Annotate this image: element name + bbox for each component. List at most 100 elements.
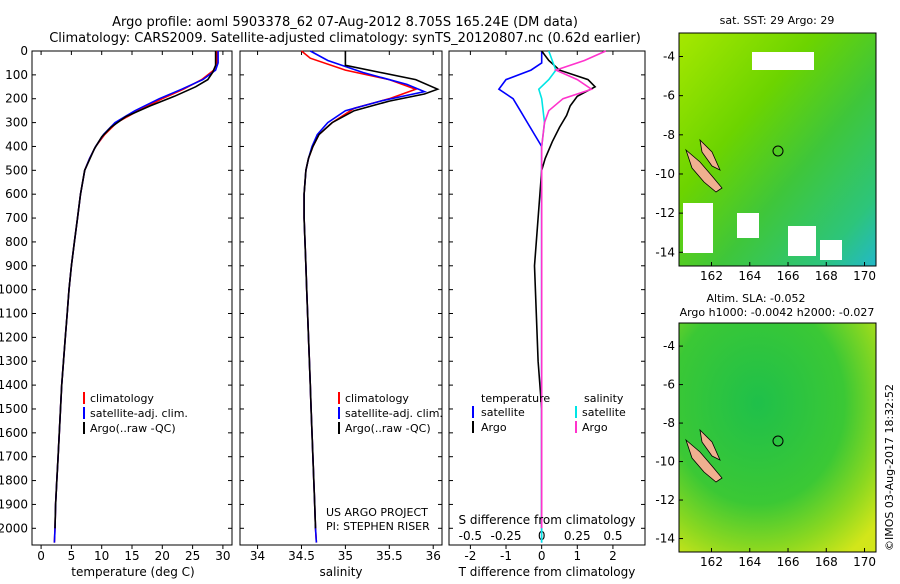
depth-tick-label: 300 xyxy=(5,116,28,130)
depth-tick-label: 1700 xyxy=(0,450,28,464)
depth-tick-label: 1900 xyxy=(0,497,28,511)
legend-label-argo: Argo(..raw -QC) xyxy=(345,422,431,435)
series-line-climatology xyxy=(53,51,218,543)
depth-tick-label: 2000 xyxy=(0,521,28,535)
series-line-argo xyxy=(54,51,217,529)
lon-tick-label: 164 xyxy=(738,555,761,569)
lat-tick-label: -14 xyxy=(655,245,675,259)
s-tick-label: 0.5 xyxy=(603,529,622,543)
depth-tick-label: 400 xyxy=(5,139,28,153)
legend-title-temperature: temperature xyxy=(481,392,550,405)
depth-tick-label: 1600 xyxy=(0,426,28,440)
sla-map-axes: -4 -6 -8 -10 -12 -14 162 164 166 168 170 xyxy=(655,339,876,569)
lat-tick-label: -6 xyxy=(663,89,675,103)
depth-tick-label: 200 xyxy=(5,92,28,106)
x-tick-label: 34 xyxy=(250,549,265,563)
difference-plot-frame xyxy=(448,50,646,546)
legend-label-s-argo: Argo xyxy=(582,421,608,434)
legend-label-satellite: satellite-adj. clim. xyxy=(90,407,188,420)
series-line-satellite xyxy=(53,51,219,543)
sst-map-title: sat. SST: 29 Argo: 29 xyxy=(720,14,835,27)
series-line-argo xyxy=(303,51,440,529)
salinity-plot-frame xyxy=(239,50,443,546)
x-tick-label: 0 xyxy=(538,549,546,563)
series-line-climatology xyxy=(300,50,419,543)
depth-tick-label: 800 xyxy=(5,235,28,249)
temperature-plot-frame xyxy=(31,50,233,546)
t-difference-axis-label: T difference from climatology xyxy=(458,565,636,579)
s-tick-label: 0.25 xyxy=(564,529,591,543)
lat-tick-label: -8 xyxy=(663,128,675,142)
depth-tick-label: 1100 xyxy=(0,307,28,321)
difference-chart: -2 -1 0 1 2-0.5 -0.25 0 0.25 0.5 xyxy=(459,50,622,563)
sst-map-axes: -4 -6 -8 -10 -12 -14 162 164 166 168 170 xyxy=(655,49,876,283)
lat-tick-label: -12 xyxy=(655,206,675,220)
sst-cloud-gap xyxy=(752,52,814,70)
s-tick-label: -0.25 xyxy=(490,529,521,543)
x-tick-label: 2 xyxy=(609,549,617,563)
sst-coastline xyxy=(699,138,721,171)
lat-tick-label: -4 xyxy=(663,49,675,63)
depth-tick-label: 600 xyxy=(5,187,28,201)
depth-tick-label: 900 xyxy=(5,259,28,273)
depth-tick-label: 500 xyxy=(5,163,28,177)
depth-tick-label: 1400 xyxy=(0,378,28,392)
x-tick-label: 30 xyxy=(215,549,230,563)
sst-cloud-gap xyxy=(737,213,759,238)
depth-tick-label: 700 xyxy=(5,211,28,225)
x-tick-label: 5 xyxy=(68,549,76,563)
lat-tick-label: -10 xyxy=(655,167,675,181)
s-tick-label: -0.5 xyxy=(459,529,482,543)
lat-tick-label: -10 xyxy=(655,455,675,469)
legend-label-t-argo: Argo xyxy=(481,421,507,434)
depth-axis: 0 100 200 300 400 500 600 700 800 900 1000 1100 1200… xyxy=(0,44,645,535)
sst-map: sat. SST: 29 Argo: 29 -4-6-8-10- xyxy=(655,14,877,283)
legend-label-climatology: climatology xyxy=(90,392,154,405)
lon-tick-label: 166 xyxy=(777,269,800,283)
lat-tick-label: -14 xyxy=(655,532,675,546)
lat-tick-label: -8 xyxy=(663,416,675,430)
lat-tick-label: -4 xyxy=(663,339,675,353)
legend-label-t-satellite: satellite xyxy=(481,406,525,419)
lon-tick-label: 166 xyxy=(777,555,800,569)
pi-annotation: PI: STEPHEN RISER xyxy=(326,520,430,533)
x-tick-label: -2 xyxy=(464,549,476,563)
series-line-s-argo xyxy=(540,50,607,529)
sst-cloud-gap xyxy=(788,226,816,256)
argo-location-marker xyxy=(772,435,784,447)
x-tick-label: 0 xyxy=(37,549,45,563)
legend-label-argo: Argo(..raw -QC) xyxy=(90,422,176,435)
salinity-chart: 34 34.5 35 35.5 36 xyxy=(250,50,441,563)
salinity-legend: climatology satellite-adj. clim. Argo(..… xyxy=(326,392,443,533)
legend-title-salinity: salinity xyxy=(584,392,624,405)
x-tick-label: -1 xyxy=(500,549,512,563)
salinity-axis-label: salinity xyxy=(319,565,362,579)
lon-tick-label: 162 xyxy=(700,555,723,569)
depth-tick-label: 1300 xyxy=(0,354,28,368)
x-tick-label: 34.5 xyxy=(288,549,315,563)
lon-tick-label: 168 xyxy=(815,555,838,569)
project-annotation: US ARGO PROJECT xyxy=(326,506,428,519)
legend-label-s-satellite: satellite xyxy=(582,406,626,419)
temperature-axis-label: temperature (deg C) xyxy=(71,565,194,579)
series-line-t-argo xyxy=(533,50,597,529)
imos-timestamp: ©IMOS 03-Aug-2017 18:32:52 xyxy=(883,384,896,551)
x-tick-label: 15 xyxy=(124,549,139,563)
depth-tick-label: 100 xyxy=(5,68,28,82)
sla-coastline xyxy=(699,428,721,461)
depth-tick-label: 1500 xyxy=(0,402,28,416)
legend-label-satellite: satellite-adj. clim. xyxy=(345,407,443,420)
sst-cloud-gap xyxy=(683,203,713,253)
lon-tick-label: 164 xyxy=(738,269,761,283)
temperature-chart: 0 5 10 15 20 25 30 xyxy=(37,51,231,563)
lon-tick-label: 170 xyxy=(853,269,876,283)
depth-tick-label: 0 xyxy=(20,44,28,58)
depth-tick-label: 1200 xyxy=(0,330,28,344)
title-line-2: Climatology: CARS2009. Satellite-adjuste… xyxy=(49,31,641,46)
sla-map-field xyxy=(678,322,877,553)
depth-tick-label: 1800 xyxy=(0,474,28,488)
argo-location-marker xyxy=(772,145,784,157)
legend-label-climatology: climatology xyxy=(345,392,409,405)
difference-legend: temperature salinity satellite Argo sate… xyxy=(472,392,626,434)
